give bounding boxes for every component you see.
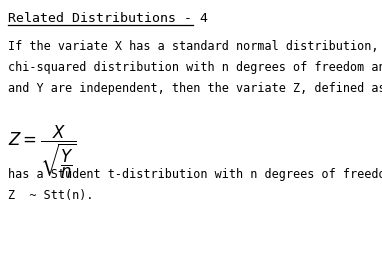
Text: If the variate X has a standard normal distribution, Y has a: If the variate X has a standard normal d… bbox=[8, 40, 382, 53]
Text: chi-squared distribution with n degrees of freedom and X: chi-squared distribution with n degrees … bbox=[8, 61, 382, 74]
Text: and Y are independent, then the variate Z, defined as: and Y are independent, then the variate … bbox=[8, 82, 382, 95]
Text: $Z = \dfrac{X}{\sqrt{\dfrac{Y}{n}}}$: $Z = \dfrac{X}{\sqrt{\dfrac{Y}{n}}}$ bbox=[8, 123, 77, 180]
Text: has a Student t-distribution with n degrees of freedom, i.e.: has a Student t-distribution with n degr… bbox=[8, 168, 382, 181]
Text: Related Distributions - 4: Related Distributions - 4 bbox=[8, 12, 208, 25]
Text: Z  ~ Stt(n).: Z ~ Stt(n). bbox=[8, 189, 94, 202]
